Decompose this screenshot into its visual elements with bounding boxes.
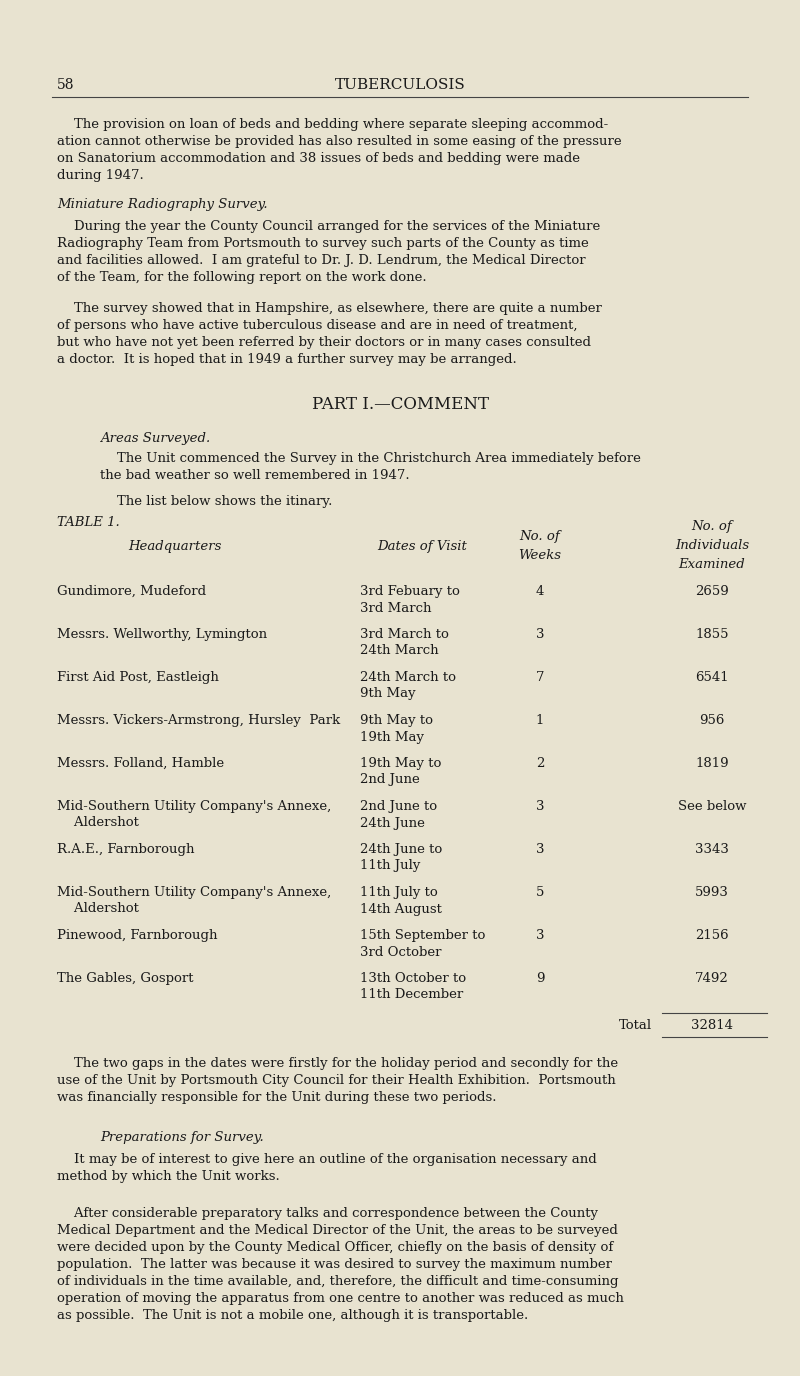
- Text: 4: 4: [536, 585, 544, 599]
- Text: 2nd June: 2nd June: [360, 773, 420, 787]
- Text: Dates of Visit: Dates of Visit: [377, 539, 467, 553]
- Text: Preparations for Survey.: Preparations for Survey.: [100, 1131, 264, 1143]
- Text: 9th May: 9th May: [360, 688, 416, 700]
- Text: 3rd Febuary to: 3rd Febuary to: [360, 585, 460, 599]
- Text: 19th May to: 19th May to: [360, 757, 442, 771]
- Text: No. of: No. of: [520, 530, 560, 544]
- Text: 3rd March: 3rd March: [360, 601, 431, 615]
- Text: The survey showed that in Hampshire, as elsewhere, there are quite a number
of p: The survey showed that in Hampshire, as …: [57, 301, 602, 366]
- Text: See below: See below: [678, 799, 746, 813]
- Text: Pinewood, Farnborough: Pinewood, Farnborough: [57, 929, 218, 943]
- Text: First Aid Post, Eastleigh: First Aid Post, Eastleigh: [57, 671, 219, 684]
- Text: 2156: 2156: [695, 929, 729, 943]
- Text: 32814: 32814: [691, 1020, 733, 1032]
- Text: Weeks: Weeks: [518, 549, 562, 561]
- Text: The two gaps in the dates were firstly for the holiday period and secondly for t: The two gaps in the dates were firstly f…: [57, 1057, 618, 1104]
- Text: 3: 3: [536, 799, 544, 813]
- Text: 11th July to: 11th July to: [360, 886, 438, 899]
- Text: 1: 1: [536, 714, 544, 727]
- Text: Mid-Southern Utility Company's Annexe,: Mid-Southern Utility Company's Annexe,: [57, 799, 331, 813]
- Text: 13th October to: 13th October to: [360, 971, 466, 985]
- Text: Headquarters: Headquarters: [128, 539, 222, 553]
- Text: 24th June: 24th June: [360, 816, 425, 830]
- Text: 14th August: 14th August: [360, 903, 442, 915]
- Text: 3rd October: 3rd October: [360, 945, 442, 959]
- Text: 2nd June to: 2nd June to: [360, 799, 437, 813]
- Text: Messrs. Folland, Hamble: Messrs. Folland, Hamble: [57, 757, 224, 771]
- Text: 3: 3: [536, 627, 544, 641]
- Text: 2659: 2659: [695, 585, 729, 599]
- Text: No. of: No. of: [692, 520, 732, 533]
- Text: It may be of interest to give here an outline of the organisation necessary and
: It may be of interest to give here an ou…: [57, 1153, 597, 1183]
- Text: 1819: 1819: [695, 757, 729, 771]
- Text: The Gables, Gosport: The Gables, Gosport: [57, 971, 194, 985]
- Text: 3rd March to: 3rd March to: [360, 627, 449, 641]
- Text: After considerable preparatory talks and correspondence between the County
Medic: After considerable preparatory talks and…: [57, 1207, 624, 1322]
- Text: R.A.E., Farnborough: R.A.E., Farnborough: [57, 843, 194, 856]
- Text: Messrs. Vickers-Armstrong, Hursley  Park: Messrs. Vickers-Armstrong, Hursley Park: [57, 714, 340, 727]
- Text: 7492: 7492: [695, 971, 729, 985]
- Text: 5993: 5993: [695, 886, 729, 899]
- Text: 19th May: 19th May: [360, 731, 424, 743]
- Text: Messrs. Wellworthy, Lymington: Messrs. Wellworthy, Lymington: [57, 627, 267, 641]
- Text: TUBERCULOSIS: TUBERCULOSIS: [334, 78, 466, 92]
- Text: 11th July: 11th July: [360, 860, 420, 872]
- Text: Aldershot: Aldershot: [57, 903, 139, 915]
- Text: 9: 9: [536, 971, 544, 985]
- Text: Examined: Examined: [678, 559, 746, 571]
- Text: 2: 2: [536, 757, 544, 771]
- Text: 24th March: 24th March: [360, 644, 438, 658]
- Text: 24th June to: 24th June to: [360, 843, 442, 856]
- Text: Gundimore, Mudeford: Gundimore, Mudeford: [57, 585, 206, 599]
- Text: 3: 3: [536, 929, 544, 943]
- Text: 3: 3: [536, 843, 544, 856]
- Text: Aldershot: Aldershot: [57, 816, 139, 830]
- Text: 15th September to: 15th September to: [360, 929, 486, 943]
- Text: The list below shows the itinary.: The list below shows the itinary.: [100, 495, 332, 508]
- Text: During the year the County Council arranged for the services of the Miniature
Ra: During the year the County Council arran…: [57, 220, 600, 283]
- Text: 956: 956: [699, 714, 725, 727]
- Text: 9th May to: 9th May to: [360, 714, 433, 727]
- Text: 7: 7: [536, 671, 544, 684]
- Text: The provision on loan of beds and bedding where separate sleeping accommod-
atio: The provision on loan of beds and beddin…: [57, 118, 622, 182]
- Text: Mid-Southern Utility Company's Annexe,: Mid-Southern Utility Company's Annexe,: [57, 886, 331, 899]
- Text: 24th March to: 24th March to: [360, 671, 456, 684]
- Text: Miniature Radiography Survey.: Miniature Radiography Survey.: [57, 198, 268, 211]
- Text: The Unit commenced the Survey in the Christchurch Area immediately before
the ba: The Unit commenced the Survey in the Chr…: [100, 451, 641, 482]
- Text: 6541: 6541: [695, 671, 729, 684]
- Text: 1855: 1855: [695, 627, 729, 641]
- Text: 3343: 3343: [695, 843, 729, 856]
- Text: PART I.—COMMENT: PART I.—COMMENT: [311, 396, 489, 413]
- Text: 5: 5: [536, 886, 544, 899]
- Text: Individuals: Individuals: [675, 539, 749, 552]
- Text: TABLE 1.: TABLE 1.: [57, 516, 120, 528]
- Text: 58: 58: [57, 78, 74, 92]
- Text: Total: Total: [619, 1020, 652, 1032]
- Text: 11th December: 11th December: [360, 988, 463, 1002]
- Text: Areas Surveyed.: Areas Surveyed.: [100, 432, 210, 444]
